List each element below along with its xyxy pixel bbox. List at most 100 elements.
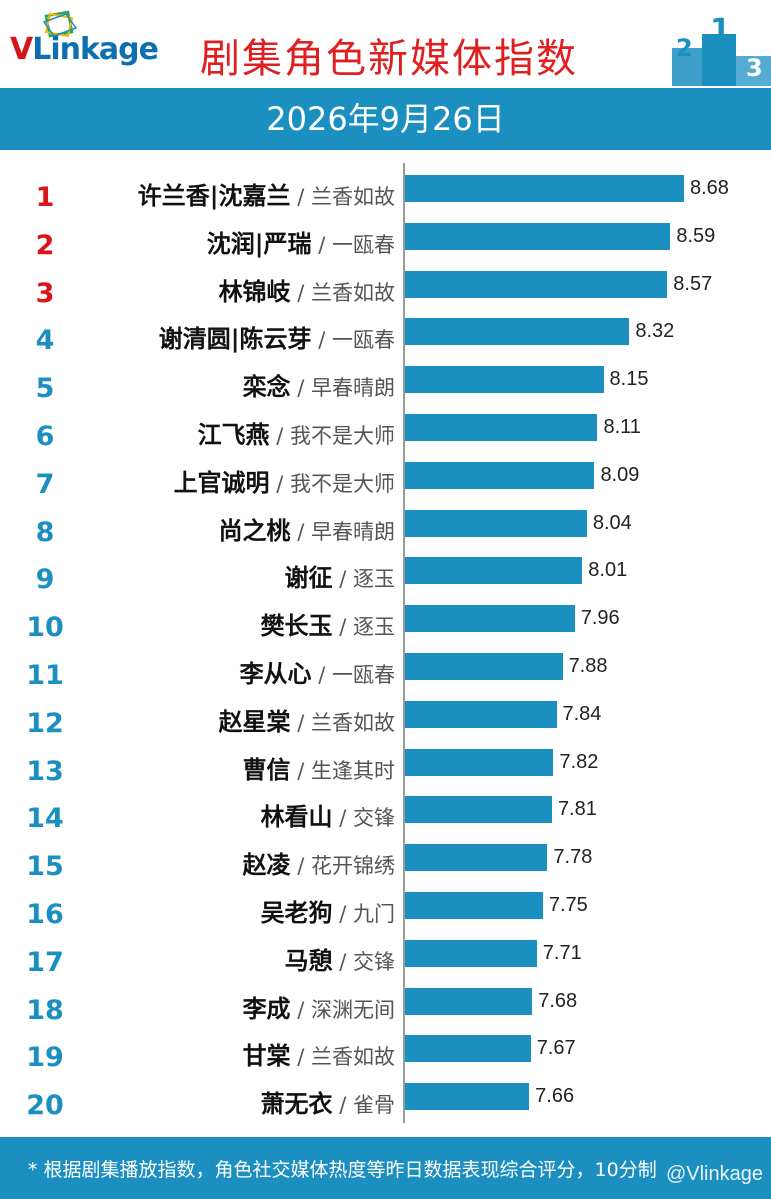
separator: /	[290, 1045, 311, 1070]
value-label: 8.11	[603, 416, 641, 438]
separator: /	[332, 1093, 353, 1118]
separator: /	[290, 280, 311, 305]
row-label: 赵星棠 / 兰香如故	[219, 702, 395, 737]
value-label: 7.75	[548, 894, 588, 916]
rank-label: 13	[26, 755, 64, 787]
bar	[405, 748, 554, 776]
row-label: 谢清圆|陈云芽 / 一瓯春	[159, 319, 395, 354]
row-label: 上官诚明 / 我不是大师	[174, 463, 395, 498]
value-label: 8.59	[676, 224, 716, 247]
axis-line	[403, 163, 405, 1123]
footnote: * 根据剧集播放指数，角色社交媒体热度等昨日数据表现综合评分，10分制	[28, 1159, 657, 1181]
chart-row: 16 吴老狗 / 九门 7.75	[0, 889, 771, 935]
rank-label: 19	[26, 1042, 64, 1074]
rank-label: 2	[35, 229, 55, 261]
row-label: 沈润|严瑞 / 一瓯春	[207, 224, 395, 259]
separator: /	[332, 567, 353, 592]
row-label: 江飞燕 / 我不是大师	[198, 415, 395, 450]
bar	[405, 366, 604, 394]
rank-label: 16	[26, 899, 64, 930]
character-name: 曹信	[242, 755, 291, 784]
rank-label: 1	[35, 182, 55, 213]
drama-name: 九门	[353, 902, 395, 926]
separator: /	[311, 663, 332, 687]
chart-row: 5 栾念 / 早春晴朗 8.15	[0, 363, 771, 409]
value-label: 8.15	[609, 368, 649, 391]
value-label: 7.96	[580, 607, 620, 630]
drama-name: 一瓯春	[332, 328, 395, 353]
bar	[405, 318, 630, 346]
separator: /	[290, 185, 311, 209]
value-label: 7.81	[557, 798, 597, 821]
rank-label: 14	[26, 803, 64, 835]
character-name: 谢清圆|陈云芽	[158, 325, 312, 354]
character-name: 赵凌	[242, 851, 291, 880]
chart-row: 19 甘棠 / 兰香如故 7.67	[0, 1032, 771, 1078]
chart-row: 7 上官诚明 / 我不是大师 8.09	[0, 459, 771, 505]
bar	[405, 892, 543, 919]
chart-row: 1 许兰香|沈嘉兰 / 兰香如故 8.68	[0, 172, 771, 218]
drama-name: 兰香如故	[311, 280, 395, 305]
rank-label: 5	[35, 373, 55, 405]
separator: /	[290, 854, 311, 879]
bar	[405, 509, 587, 537]
separator: /	[290, 519, 311, 544]
chart-row: 6 江飞燕 / 我不是大师 8.11	[0, 411, 771, 457]
rank-label: 4	[35, 325, 55, 357]
rank-label: 3	[35, 277, 55, 309]
value-label: 7.84	[562, 702, 602, 725]
drama-name: 雀骨	[353, 1093, 395, 1118]
chart-row: 13 曹信 / 生逢其时 7.82	[0, 746, 771, 792]
chart-row: 15 赵凌 / 花开锦绣 7.78	[0, 841, 771, 887]
separator: /	[290, 997, 311, 1022]
rank-label: 6	[35, 421, 55, 452]
separator: /	[290, 710, 311, 735]
character-name: 尚之桃	[218, 516, 291, 545]
row-label: 谢征 / 逐玉	[285, 558, 395, 593]
drama-name: 一瓯春	[332, 232, 395, 257]
value-label: 8.04	[592, 511, 632, 534]
drama-name: 兰香如故	[311, 185, 395, 209]
bar	[405, 175, 684, 202]
chart-row: 2 沈润|严瑞 / 一瓯春 8.59	[0, 220, 771, 266]
rank-label: 9	[35, 564, 55, 596]
bar	[405, 653, 563, 680]
row-label: 赵凌 / 花开锦绣	[243, 845, 395, 880]
rank-label: 10	[26, 612, 64, 644]
separator: /	[290, 376, 311, 401]
row-label: 林看山 / 交锋	[261, 797, 395, 832]
character-name: 林锦岐	[218, 277, 291, 306]
bar	[405, 557, 583, 585]
character-name: 上官诚明	[173, 468, 270, 497]
drama-name: 兰香如故	[311, 710, 395, 735]
row-label: 萧无衣 / 雀骨	[261, 1084, 395, 1119]
chart-row: 4 谢清圆|陈云芽 / 一瓯春 8.32	[0, 315, 771, 361]
drama-name: 我不是大师	[290, 471, 395, 496]
value-label: 7.88	[568, 655, 608, 677]
podium-label-3: 3	[746, 54, 763, 82]
character-name: 沈润|严瑞	[206, 229, 312, 258]
drama-name: 逐玉	[353, 615, 395, 640]
value-label: 7.82	[559, 750, 599, 773]
podium-label-2: 2	[676, 34, 693, 62]
bar	[405, 414, 598, 441]
separator: /	[311, 232, 332, 257]
character-name: 江飞燕	[197, 421, 270, 449]
separator: /	[311, 328, 332, 353]
bar	[405, 1035, 531, 1063]
drama-name: 早春晴朗	[311, 519, 395, 544]
character-name: 李成	[242, 994, 291, 1023]
value-label: 8.68	[690, 177, 729, 199]
rank-label: 7	[35, 468, 55, 500]
bar	[405, 1083, 530, 1111]
rank-label: 15	[26, 851, 64, 883]
chart-row: 14 林看山 / 交锋 7.81	[0, 793, 771, 839]
character-name: 萧无衣	[260, 1090, 333, 1119]
character-name: 甘棠	[242, 1042, 291, 1071]
row-label: 林锦岐 / 兰香如故	[219, 272, 395, 307]
bar	[405, 939, 537, 967]
page-title: 剧集角色新媒体指数	[200, 36, 578, 82]
chart-row: 10 樊长玉 / 逐玉 7.96	[0, 602, 771, 648]
separator: /	[332, 902, 353, 926]
chart-row: 8 尚之桃 / 早春晴朗 8.04	[0, 507, 771, 553]
